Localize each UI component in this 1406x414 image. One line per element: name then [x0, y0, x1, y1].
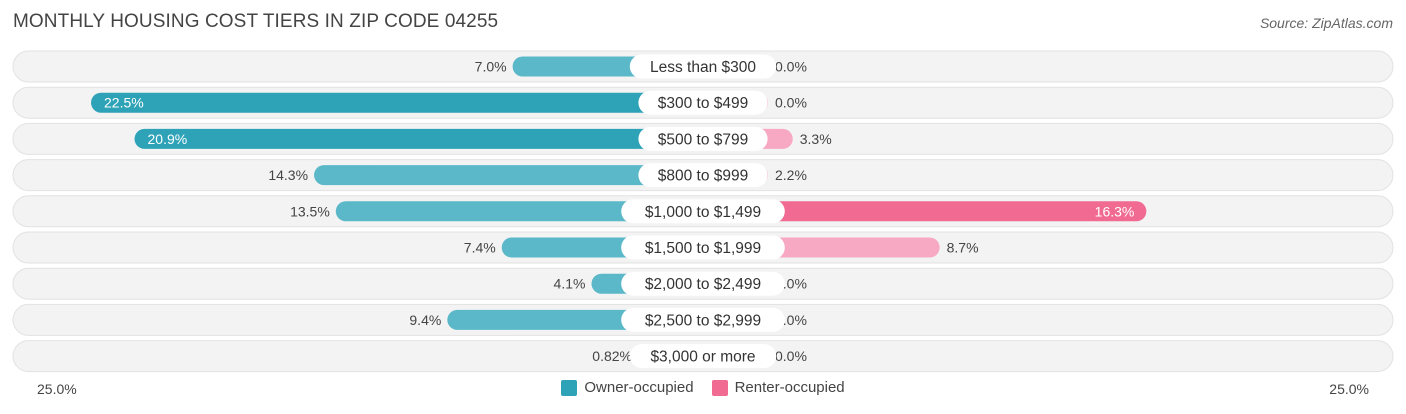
owner-value-label: 7.0%	[475, 59, 507, 75]
legend-item-owner: Owner-occupied	[561, 379, 694, 396]
legend-item-renter: Renter-occupied	[711, 379, 845, 396]
axis-right-label: 25.0%	[1329, 381, 1369, 397]
category-label: $1,500 to $1,999	[645, 240, 761, 257]
category-pill	[621, 199, 785, 224]
category-pill	[629, 54, 777, 79]
category-label: $1,000 to $1,499	[645, 204, 761, 221]
owner-bar	[91, 92, 703, 113]
category-label: Less than $300	[650, 59, 756, 76]
renter-bar	[703, 201, 1147, 222]
renter-value-label: 0.0%	[775, 95, 807, 111]
category-label: $300 to $499	[658, 95, 749, 112]
category-pill	[621, 235, 785, 260]
legend-renter-label: Renter-occupied	[734, 379, 845, 396]
owner-bar	[134, 128, 703, 149]
legend-owner-label: Owner-occupied	[584, 379, 694, 396]
owner-value-label: 14.3%	[268, 167, 308, 183]
category-label: $500 to $799	[658, 131, 749, 148]
category-pill	[638, 163, 768, 188]
legend: Owner-occupied Renter-occupied	[0, 379, 1406, 396]
renter-value-label: 0.0%	[775, 348, 807, 364]
category-pill	[621, 307, 785, 332]
category-label: $2,500 to $2,999	[645, 312, 761, 329]
category-pill	[629, 344, 777, 369]
owner-value-label: 22.5%	[104, 95, 144, 111]
owner-value-label: 9.4%	[409, 312, 441, 328]
category-pill	[638, 126, 768, 151]
category-pill	[621, 271, 785, 296]
owner-value-label: 4.1%	[554, 276, 586, 292]
renter-value-label: 0.0%	[775, 59, 807, 75]
renter-value-label: 8.7%	[947, 240, 979, 256]
chart-title: MONTHLY HOUSING COST TIERS IN ZIP CODE 0…	[13, 11, 499, 32]
renter-swatch	[711, 379, 728, 396]
owner-value-label: 7.4%	[464, 240, 496, 256]
owner-value-label: 0.82%	[592, 348, 632, 364]
axis-left-label: 25.0%	[37, 381, 77, 397]
category-label: $3,000 or more	[650, 349, 755, 366]
chart-area: 7.0% 0.0% Less than $300 22.5% 0.0% $300 to $…	[12, 50, 1394, 373]
category-pill	[638, 90, 768, 115]
renter-value-label: 3.3%	[800, 131, 832, 147]
renter-value-label: 2.2%	[775, 167, 807, 183]
category-label: $800 to $999	[658, 168, 749, 185]
source-label: Source: ZipAtlas.com	[1259, 15, 1393, 31]
category-label: $2,000 to $2,499	[645, 276, 761, 293]
owner-bar	[335, 201, 703, 222]
owner-value-label: 20.9%	[148, 131, 188, 147]
owner-value-label: 13.5%	[290, 203, 330, 219]
renter-value-label: 16.3%	[1095, 203, 1135, 219]
owner-swatch	[561, 379, 578, 396]
owner-bar	[314, 165, 703, 186]
